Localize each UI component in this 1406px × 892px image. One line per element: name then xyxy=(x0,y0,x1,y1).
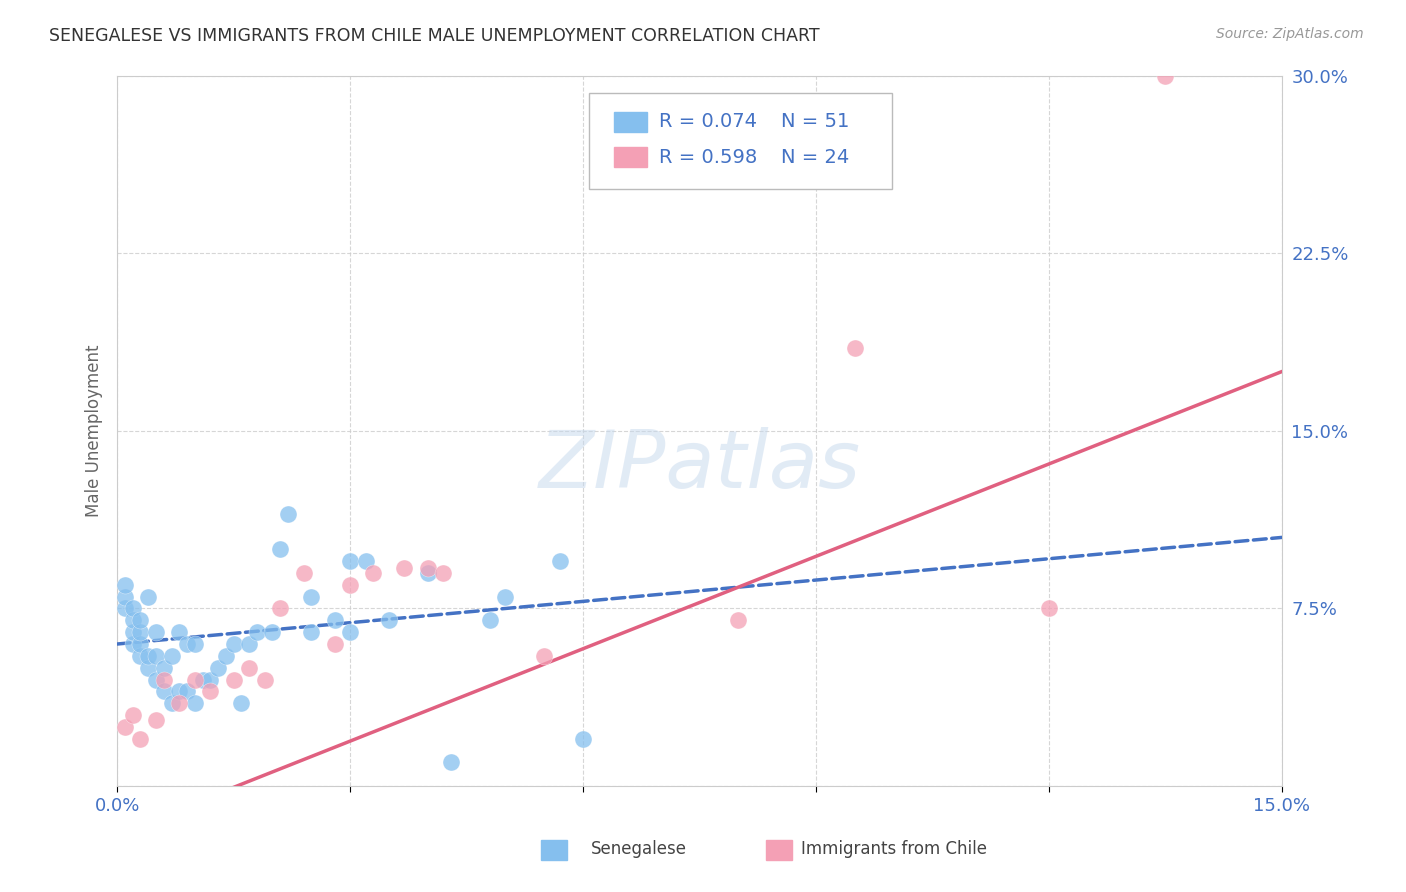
Point xyxy=(200,684,222,698)
Point xyxy=(339,554,361,568)
Point xyxy=(184,673,207,687)
Point xyxy=(169,696,191,710)
Point xyxy=(191,673,214,687)
Point xyxy=(269,542,291,557)
Point xyxy=(136,590,159,604)
Point xyxy=(292,566,315,580)
Point xyxy=(533,648,555,663)
Point xyxy=(1154,69,1177,83)
Point xyxy=(323,637,346,651)
Point xyxy=(160,696,183,710)
Point xyxy=(416,566,439,580)
FancyBboxPatch shape xyxy=(589,94,891,189)
Point xyxy=(200,673,222,687)
Point xyxy=(176,637,198,651)
Point xyxy=(478,613,501,627)
Point xyxy=(269,601,291,615)
Point xyxy=(129,648,152,663)
Point xyxy=(145,625,167,640)
Y-axis label: Male Unemployment: Male Unemployment xyxy=(86,344,103,517)
Point xyxy=(246,625,269,640)
Point xyxy=(184,696,207,710)
Point xyxy=(152,661,174,675)
Point xyxy=(238,661,260,675)
Point xyxy=(299,625,322,640)
Point xyxy=(394,561,416,575)
Point xyxy=(145,673,167,687)
Point xyxy=(378,613,401,627)
Point xyxy=(169,684,191,698)
Point xyxy=(121,708,143,723)
Point xyxy=(121,625,143,640)
Point xyxy=(145,713,167,727)
Text: N = 24: N = 24 xyxy=(780,148,849,167)
Point xyxy=(121,601,143,615)
Point xyxy=(222,637,245,651)
Text: Source: ZipAtlas.com: Source: ZipAtlas.com xyxy=(1216,27,1364,41)
Point xyxy=(339,625,361,640)
Point xyxy=(299,590,322,604)
Point xyxy=(114,590,136,604)
Text: Senegalese: Senegalese xyxy=(591,840,686,858)
Point xyxy=(207,661,229,675)
Point xyxy=(548,554,571,568)
Point xyxy=(363,566,385,580)
Text: N = 51: N = 51 xyxy=(780,112,849,131)
Point xyxy=(121,637,143,651)
Point xyxy=(136,661,159,675)
Point xyxy=(494,590,516,604)
Point xyxy=(253,673,276,687)
Text: ZIPatlas: ZIPatlas xyxy=(538,427,860,506)
Point xyxy=(129,731,152,746)
Text: Immigrants from Chile: Immigrants from Chile xyxy=(801,840,987,858)
Point xyxy=(145,648,167,663)
Point xyxy=(1038,601,1060,615)
Text: SENEGALESE VS IMMIGRANTS FROM CHILE MALE UNEMPLOYMENT CORRELATION CHART: SENEGALESE VS IMMIGRANTS FROM CHILE MALE… xyxy=(49,27,820,45)
Point xyxy=(176,684,198,698)
Point xyxy=(184,637,207,651)
Point xyxy=(231,696,253,710)
Point xyxy=(160,648,183,663)
Point xyxy=(432,566,454,580)
Point xyxy=(323,613,346,627)
Text: R = 0.074: R = 0.074 xyxy=(658,112,756,131)
Point xyxy=(354,554,377,568)
Point xyxy=(129,625,152,640)
Point xyxy=(215,648,238,663)
Point xyxy=(844,341,866,355)
Point xyxy=(152,673,174,687)
Point xyxy=(222,673,245,687)
Point xyxy=(152,684,174,698)
Point xyxy=(416,561,439,575)
Bar xyxy=(614,147,647,167)
Point xyxy=(262,625,284,640)
Point xyxy=(440,756,463,770)
Point xyxy=(572,731,595,746)
Point xyxy=(136,648,159,663)
Point xyxy=(129,637,152,651)
Point xyxy=(121,613,143,627)
Point xyxy=(169,625,191,640)
Point xyxy=(129,613,152,627)
Point xyxy=(238,637,260,651)
Point xyxy=(339,578,361,592)
Text: R = 0.598: R = 0.598 xyxy=(658,148,756,167)
Point xyxy=(114,720,136,734)
Bar xyxy=(614,112,647,132)
Point xyxy=(727,613,749,627)
Point xyxy=(114,601,136,615)
Point xyxy=(277,507,299,521)
Point xyxy=(114,578,136,592)
